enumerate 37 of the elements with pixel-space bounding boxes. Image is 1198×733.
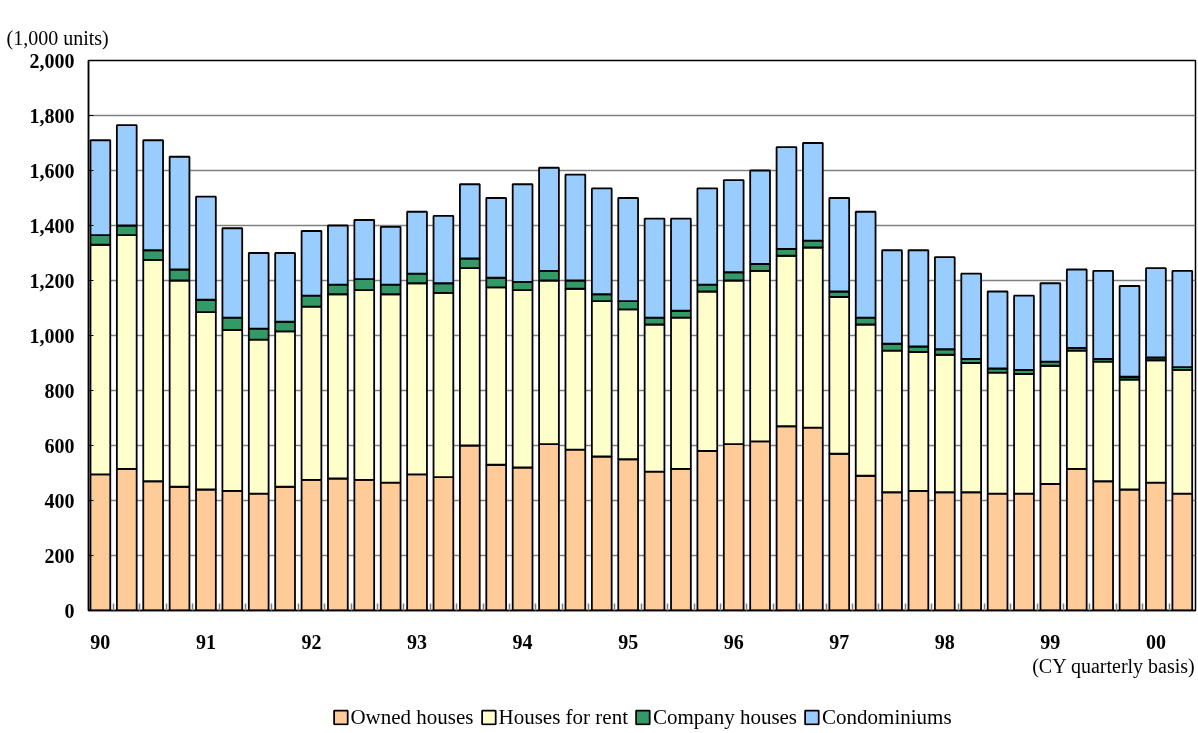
x-tick-label: 98 — [934, 630, 955, 653]
bar — [960, 272, 982, 360]
y-tick-label: 600 — [44, 434, 75, 457]
y-axis-title: (1,000 units) — [6, 26, 109, 50]
x-axis-title: (CY quarterly basis) — [1032, 654, 1195, 678]
bar — [1013, 294, 1035, 371]
legend-label: Company houses — [652, 704, 798, 729]
x-tick-label: 95 — [618, 630, 639, 653]
bar — [1145, 267, 1167, 359]
x-tick-label: 91 — [195, 630, 216, 653]
legend-label: Owned houses — [350, 704, 474, 729]
bar — [1039, 282, 1062, 363]
y-tick-label: 1,800 — [29, 104, 75, 127]
x-tick-label: 93 — [407, 630, 428, 653]
y-tick-label: 400 — [44, 489, 75, 512]
x-tick-label: 96 — [723, 630, 744, 653]
x-tick-label: 94 — [512, 630, 533, 653]
y-tick-label: 200 — [44, 544, 75, 567]
x-tick-label: 90 — [90, 630, 111, 653]
y-tick-label: 1,600 — [29, 159, 75, 182]
x-tick-label: 92 — [301, 630, 322, 653]
y-tick-label: 0 — [64, 599, 75, 622]
bar — [986, 290, 1009, 370]
x-tick-label: 00 — [1145, 630, 1166, 653]
x-tick-label: 99 — [1040, 630, 1061, 653]
bar — [1065, 268, 1088, 349]
bar — [1171, 269, 1194, 369]
legend-label: Houses for rent — [498, 704, 628, 729]
bar — [1118, 285, 1141, 378]
y-tick-label: 2,000 — [29, 49, 75, 72]
y-tick-label: 800 — [44, 379, 75, 402]
y-tick-label: 1,000 — [29, 324, 75, 347]
y-tick-label: 1,200 — [29, 269, 75, 292]
legend-label: Condominiums — [822, 704, 952, 729]
bar — [1092, 269, 1114, 360]
x-tick-label: 97 — [829, 630, 850, 653]
y-tick-label: 1,400 — [29, 214, 75, 237]
